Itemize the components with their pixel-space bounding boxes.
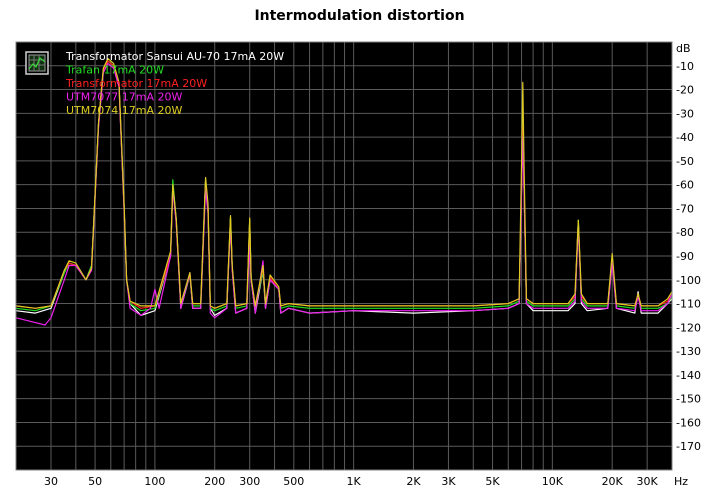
x-tick-label: 200 xyxy=(204,475,225,488)
x-tick-label: 500 xyxy=(283,475,304,488)
y-axis-ticks: -10 -20 -30 -40 -50 -60 -70 -80 -90 -100 -110 -120 -… xyxy=(676,60,701,453)
y-tick-label: -20 xyxy=(676,84,694,97)
x-tick-label: 2K xyxy=(406,475,421,488)
x-axis-ticks: 30 50 100 200 300 500 1K 2K 3K 5K 10K 20K 30K xyxy=(44,475,659,488)
y-tick-label: -80 xyxy=(676,226,694,239)
series-lines xyxy=(15,57,673,326)
y-tick-label: -120 xyxy=(676,321,701,334)
legend: Transformator Sansui AU-70 17mA 20WTrafa… xyxy=(25,50,284,117)
x-tick-label: 1K xyxy=(347,475,362,488)
legend-entry-1: Transformator Sansui AU-70 17mA 20W xyxy=(65,50,284,63)
legend-entry-3: Transformator 17mA 20W xyxy=(65,77,207,90)
chart-title: Intermodulation distortion xyxy=(254,8,465,24)
x-tick-label: 20K xyxy=(602,475,624,488)
y-tick-label: -50 xyxy=(676,155,694,168)
y-tick-label: -140 xyxy=(676,369,701,382)
y-unit-label: dB xyxy=(676,42,691,55)
y-tick-label: -160 xyxy=(676,416,701,429)
y-tick-label: -40 xyxy=(676,131,694,144)
y-tick-label: -150 xyxy=(676,393,701,406)
x-tick-label: 3K xyxy=(441,475,456,488)
x-tick-label: 10K xyxy=(542,475,564,488)
plot-border xyxy=(15,41,673,471)
x-tick-label: 100 xyxy=(144,475,165,488)
y-tick-label: -170 xyxy=(676,440,701,453)
legend-icon xyxy=(25,51,49,75)
x-tick-label: 30 xyxy=(44,475,58,488)
y-tick-label: -70 xyxy=(676,202,694,215)
legend-entry-5: UTM7074 17mA 20W xyxy=(66,104,182,117)
x-tick-label: 300 xyxy=(239,475,260,488)
y-tick-label: -130 xyxy=(676,345,701,358)
y-tick-label: -10 xyxy=(676,60,694,73)
x-unit-label: Hz xyxy=(674,475,688,488)
legend-entry-4: UTM7077 17mA 20W xyxy=(66,91,182,104)
y-tick-label: -30 xyxy=(676,107,694,120)
legend-entry-2: Trafan 17mA 20W xyxy=(65,64,164,77)
y-tick-label: -100 xyxy=(676,274,701,287)
x-tick-label: 30K xyxy=(637,475,659,488)
y-tick-label: -90 xyxy=(676,250,694,263)
series-line-5 xyxy=(15,57,673,309)
x-tick-label: 5K xyxy=(485,475,500,488)
y-tick-label: -60 xyxy=(676,179,694,192)
x-tick-label: 50 xyxy=(88,475,102,488)
y-tick-label: -110 xyxy=(676,298,701,311)
